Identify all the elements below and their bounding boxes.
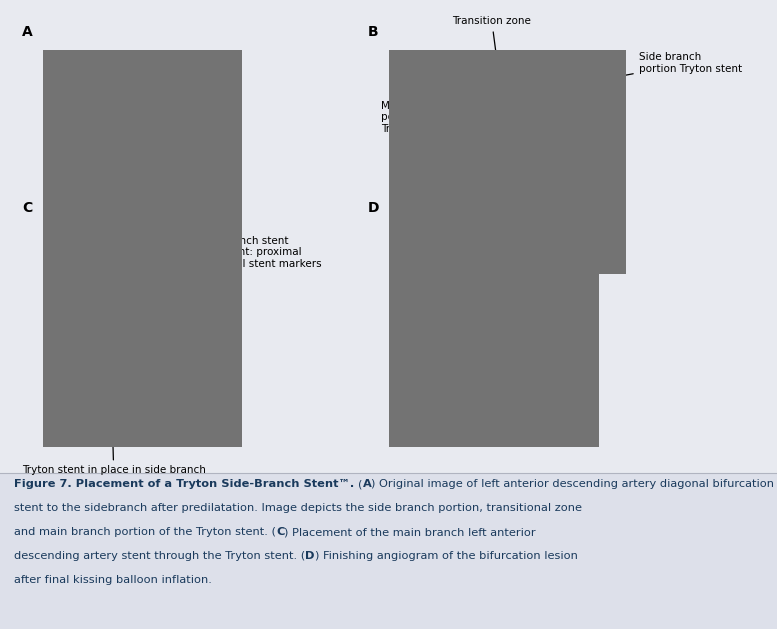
Text: C: C xyxy=(276,527,284,537)
Text: Figure 7. Placement of a Tryton Side-Branch Stent™.: Figure 7. Placement of a Tryton Side-Bra… xyxy=(14,479,358,489)
Text: B: B xyxy=(368,25,378,39)
Text: Main branch
portion
Tryton stent: Main branch portion Tryton stent xyxy=(381,101,470,134)
Text: (: ( xyxy=(358,479,363,489)
Text: ) Placement of the main branch left anterior: ) Placement of the main branch left ante… xyxy=(284,527,536,537)
Text: A: A xyxy=(22,25,33,39)
Text: Side branch
portion Tryton stent: Side branch portion Tryton stent xyxy=(562,52,742,89)
Text: ) Original image of left anterior descending artery diagonal bifurcation (arrowh: ) Original image of left anterior descen… xyxy=(371,479,777,489)
Text: after final kissing balloon inflation.: after final kissing balloon inflation. xyxy=(14,575,212,585)
Text: Transition zone: Transition zone xyxy=(452,16,531,58)
Text: A: A xyxy=(363,479,371,489)
Text: D: D xyxy=(305,551,315,561)
Text: ) Finishing angiogram of the bifurcation lesion: ) Finishing angiogram of the bifurcation… xyxy=(315,551,577,561)
Bar xyxy=(0,473,777,629)
Text: and main branch portion of the Tryton stent. (: and main branch portion of the Tryton st… xyxy=(14,527,276,537)
Text: stent to the sidebranch after predilatation. Image depicts the side branch porti: stent to the sidebranch after predilatat… xyxy=(14,503,582,513)
Text: Main branch stent
placement: proximal
and distal stent markers: Main branch stent placement: proximal an… xyxy=(74,236,322,269)
Text: descending artery stent through the Tryton stent. (: descending artery stent through the Tryt… xyxy=(14,551,305,561)
Text: D: D xyxy=(368,201,379,215)
Text: C: C xyxy=(22,201,32,215)
Text: Tryton stent in place in side branch: Tryton stent in place in side branch xyxy=(22,438,206,476)
